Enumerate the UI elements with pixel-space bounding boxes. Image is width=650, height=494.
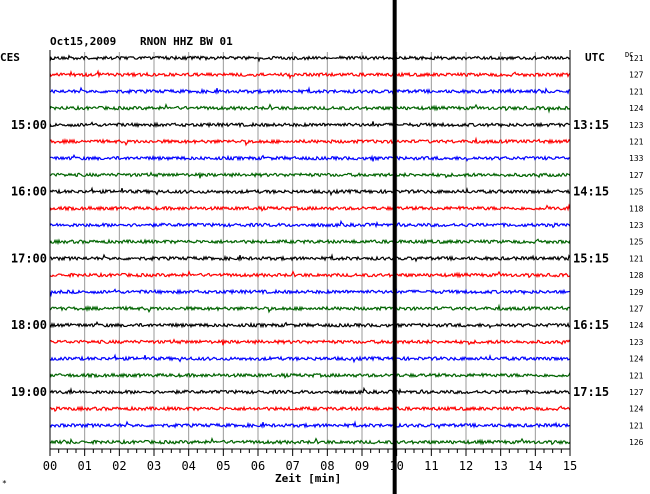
seismic-traces — [49, 54, 571, 446]
x-axis-ticks — [49, 449, 571, 456]
dc-value-row-6: 133 — [629, 154, 644, 163]
trace-row-12 — [49, 253, 571, 263]
dc-value-row-0: 121 — [629, 54, 644, 63]
trace-row-2 — [49, 86, 571, 96]
dc-value-row-18: 124 — [629, 355, 644, 364]
x-tick-label-14: 14 — [528, 459, 542, 473]
x-axis-tick-labels: 00010203040506070809101112131415 — [43, 459, 577, 473]
header-date: Oct15,2009 — [50, 35, 116, 48]
footnote-mark: * — [2, 479, 7, 488]
dc-value-row-2: 121 — [629, 87, 644, 96]
trace-row-13 — [49, 269, 571, 279]
x-tick-label-03: 03 — [147, 459, 161, 473]
trace-row-22 — [49, 420, 571, 430]
x-tick-label-06: 06 — [251, 459, 265, 473]
trace-row-15 — [49, 303, 571, 314]
trace-row-3 — [49, 102, 571, 114]
vertical-gridlines — [84, 52, 536, 449]
dc-value-row-21: 124 — [629, 405, 644, 414]
left-hour-label-3: 18:00 — [11, 318, 47, 332]
right-hour-label-2: 15:15 — [573, 251, 609, 265]
x-tick-label-11: 11 — [424, 459, 438, 473]
trace-row-16 — [49, 321, 571, 329]
dc-value-row-16: 124 — [629, 321, 644, 330]
x-tick-label-00: 00 — [43, 459, 57, 473]
left-hour-label-4: 19:00 — [11, 385, 47, 399]
dc-value-row-8: 125 — [629, 188, 644, 197]
x-axis-label: Zeit [min] — [275, 472, 341, 485]
dc-value-row-17: 123 — [629, 338, 644, 347]
x-tick-label-04: 04 — [181, 459, 195, 473]
trace-row-9 — [49, 203, 571, 212]
right-hour-label-3: 16:15 — [573, 318, 609, 332]
x-tick-label-08: 08 — [320, 459, 334, 473]
left-hour-labels: 15:00 16:00 17:00 18:00 19:00 — [11, 118, 47, 399]
x-tick-label-07: 07 — [285, 459, 299, 473]
dc-value-row-11: 125 — [629, 238, 644, 247]
trace-row-8 — [49, 186, 571, 197]
left-hour-label-1: 16:00 — [11, 185, 47, 199]
trace-row-20 — [49, 386, 571, 396]
right-hour-label-0: 13:15 — [573, 118, 609, 132]
trace-row-18 — [49, 353, 571, 364]
x-tick-label-02: 02 — [112, 459, 126, 473]
x-tick-label-01: 01 — [77, 459, 91, 473]
dc-value-row-13: 128 — [629, 271, 644, 280]
trace-row-17 — [49, 338, 571, 346]
trace-row-5 — [49, 136, 571, 147]
dc-value-row-9: 118 — [629, 204, 644, 213]
left-hour-label-2: 17:00 — [11, 251, 47, 265]
trace-row-1 — [49, 69, 571, 80]
x-tick-label-09: 09 — [355, 459, 369, 473]
trace-row-19 — [49, 372, 571, 379]
x-tick-label-12: 12 — [459, 459, 473, 473]
dc-value-row-20: 127 — [629, 388, 644, 397]
dc-value-row-1: 127 — [629, 71, 644, 80]
header-station: RNON HHZ BW 01 — [140, 35, 233, 48]
dc-values: 121 127 121 124 123 121 133 127 125 118 123 125 121 1… — [629, 54, 644, 447]
right-hour-label-4: 17:15 — [573, 385, 609, 399]
trace-row-7 — [49, 171, 571, 179]
right-hour-labels: 13:15 14:15 15:15 16:15 17:15 — [573, 118, 609, 399]
trace-row-6 — [49, 154, 571, 162]
trace-row-23 — [49, 436, 571, 446]
trace-row-0 — [49, 54, 571, 63]
trace-row-21 — [49, 405, 571, 413]
left-timezone-label: CES — [0, 51, 20, 64]
trace-row-10 — [49, 219, 571, 229]
x-tick-label-05: 05 — [216, 459, 230, 473]
dc-value-row-7: 127 — [629, 171, 644, 180]
dc-value-row-22: 121 — [629, 421, 644, 430]
trace-row-11 — [49, 238, 571, 246]
dc-value-row-5: 121 — [629, 138, 644, 147]
dc-value-row-10: 123 — [629, 221, 644, 230]
right-hour-label-1: 14:15 — [573, 185, 609, 199]
x-tick-label-13: 13 — [493, 459, 507, 473]
dc-value-row-14: 129 — [629, 288, 644, 297]
right-timezone-label: UTC — [585, 51, 605, 64]
dc-value-row-15: 127 — [629, 305, 644, 314]
trace-row-14 — [49, 288, 571, 298]
dc-value-row-23: 126 — [629, 438, 644, 447]
dc-value-row-4: 123 — [629, 121, 644, 130]
dc-value-row-3: 124 — [629, 104, 644, 113]
dc-value-row-12: 121 — [629, 254, 644, 263]
dc-header-label: DC — [625, 51, 633, 59]
trace-row-4 — [49, 121, 571, 129]
left-hour-label-0: 15:00 — [11, 118, 47, 132]
x-tick-label-15: 15 — [563, 459, 577, 473]
dc-value-row-19: 121 — [629, 371, 644, 380]
